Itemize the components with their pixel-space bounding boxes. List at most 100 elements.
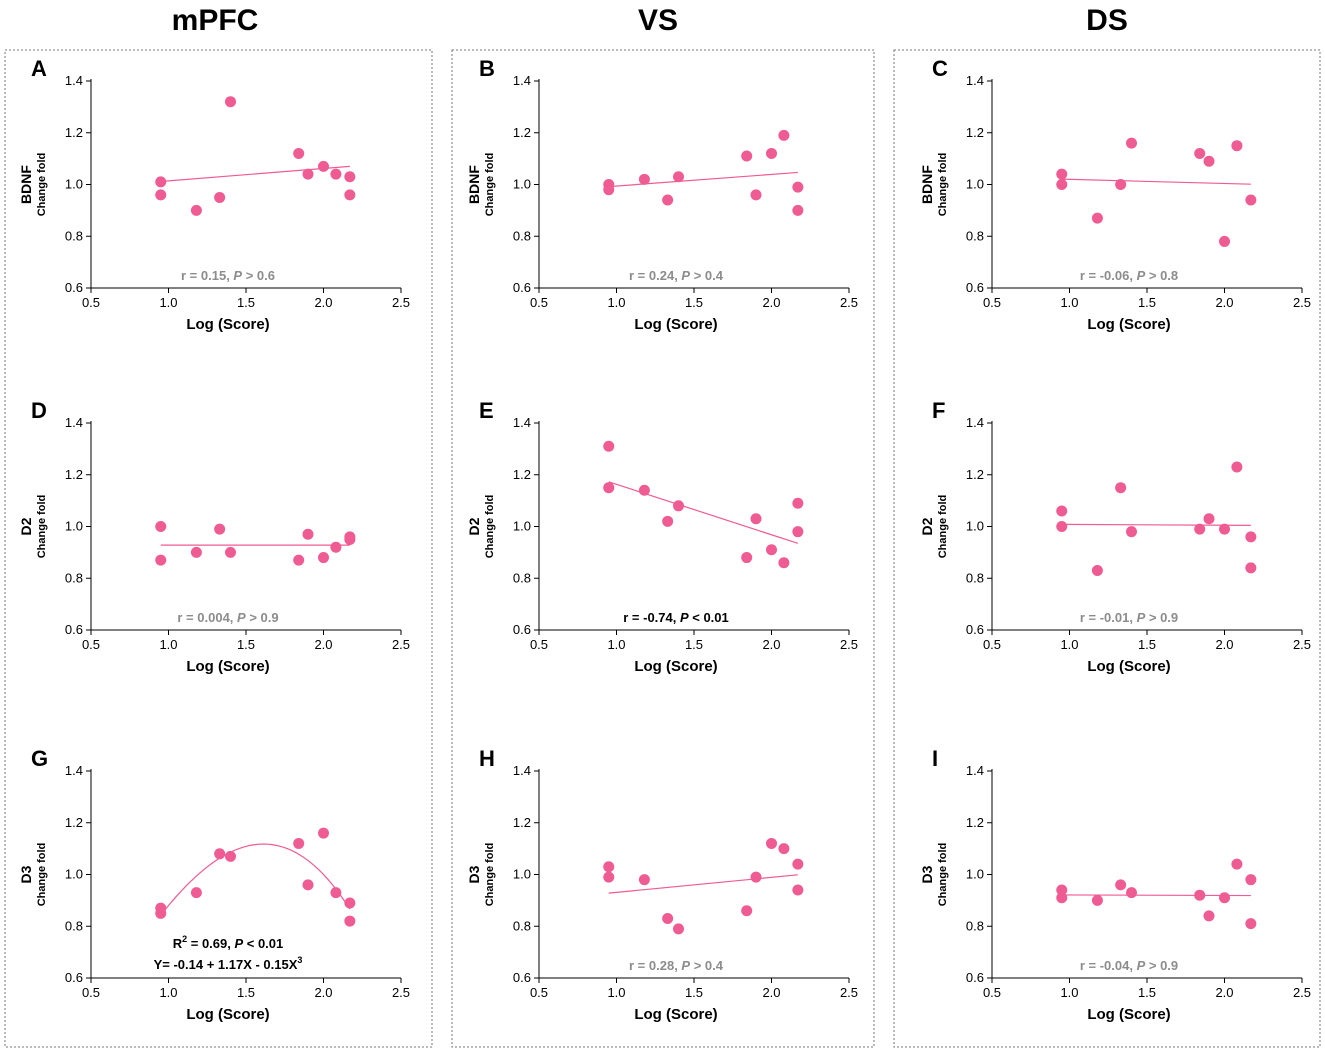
stat-correlation: r = -0.01, P > 0.9 (1080, 610, 1178, 625)
y-axis-label-gene: BDNF (18, 165, 34, 204)
x-tick-label: 0.5 (82, 637, 100, 652)
column-title-mpfc: mPFC (172, 4, 259, 37)
x-axis-label: Log (Score) (186, 1006, 269, 1023)
x-tick-label: 0.5 (82, 985, 100, 1000)
x-tick-label: 2.5 (840, 295, 858, 310)
panel-letter: E (479, 398, 494, 423)
data-point (155, 176, 167, 188)
data-point (1056, 892, 1068, 904)
data-point (792, 526, 804, 538)
data-point (673, 923, 684, 935)
x-tick-label: 2.5 (392, 637, 410, 652)
stat-correlation: r = 0.004, P > 0.9 (177, 610, 278, 625)
x-tick-label: 2.5 (840, 637, 858, 652)
panel-letter: I (932, 746, 938, 771)
fit-curve (160, 843, 351, 916)
data-point (1219, 892, 1230, 904)
data-point (1203, 910, 1215, 922)
data-point (792, 858, 804, 870)
panel-g: G 0.5 1.0 1.5 2.0 2.5 0.6 0.8 1.0 1.2 1.4 Log (Scor… (18, 746, 410, 1023)
x-axis-label: Log (Score) (634, 1006, 717, 1023)
x-axis-label: Log (Score) (1087, 1006, 1170, 1023)
data-point (225, 96, 236, 108)
data-point (638, 874, 650, 886)
x-axis-label: Log (Score) (186, 316, 269, 333)
data-point (1091, 894, 1103, 906)
x-tick-label: 1.5 (685, 637, 703, 652)
x-tick-label: 2.0 (314, 295, 332, 310)
fit-line (608, 874, 798, 894)
y-tick-label: 1.0 (65, 177, 83, 192)
panels: A 0.5 1.0 1.5 2.0 2.5 0.6 0.8 1.0 1.2 1.4 Log (Scor… (18, 56, 1311, 1023)
y-tick-label: 0.8 (966, 918, 984, 933)
data-point (741, 150, 753, 162)
data-point (1203, 155, 1215, 167)
x-axis-label: Log (Score) (1087, 316, 1170, 333)
x-tick-label: 2.5 (392, 985, 410, 1000)
data-point (1245, 531, 1257, 543)
y-tick-label: 1.0 (513, 519, 531, 534)
fit-line (1061, 523, 1251, 526)
y-tick-label: 0.6 (513, 970, 531, 985)
data-point (225, 546, 236, 558)
data-point (792, 884, 804, 896)
data-point (1115, 482, 1127, 494)
data-point (741, 552, 753, 564)
panel-letter: C (932, 56, 948, 81)
data-point (1056, 505, 1068, 517)
data-point (1056, 168, 1068, 180)
column-box-ds (893, 49, 1321, 1048)
data-point (1245, 562, 1257, 574)
data-point (293, 147, 305, 159)
x-tick-label: 2.0 (314, 985, 332, 1000)
data-point (1091, 564, 1103, 576)
y-tick-label: 1.4 (966, 763, 984, 778)
panel-letter: F (932, 398, 945, 423)
data-point (662, 194, 674, 206)
x-tick-label: 0.5 (530, 295, 548, 310)
x-tick-label: 2.0 (1215, 295, 1233, 310)
data-point (1194, 147, 1206, 159)
panel-f: F 0.5 1.0 1.5 2.0 2.5 0.6 0.8 1.0 1.2 1.4 Log (Scor… (919, 398, 1311, 675)
stat-correlation: r = 0.28, P > 0.4 (629, 958, 724, 973)
y-tick-label: 1.4 (65, 73, 83, 88)
column-box-vs (451, 49, 875, 1048)
x-tick-label: 2.0 (762, 985, 780, 1000)
panel-letter: B (479, 56, 495, 81)
fit-line (608, 481, 799, 544)
panel-i: I 0.5 1.0 1.5 2.0 2.5 0.6 0.8 1.0 1.2 1.4 Log (Scor… (919, 746, 1311, 1023)
data-point (766, 544, 777, 556)
y-tick-label: 1.2 (966, 125, 984, 140)
data-point (190, 887, 202, 899)
data-point (190, 546, 202, 558)
data-point (318, 160, 329, 172)
y-tick-label: 1.4 (513, 73, 531, 88)
fit-line (1061, 894, 1251, 897)
y-tick-label: 1.2 (65, 467, 83, 482)
data-point (673, 500, 684, 512)
data-point (302, 528, 314, 540)
x-axis-label: Log (Score) (1087, 658, 1170, 675)
y-tick-label: 1.4 (65, 763, 83, 778)
y-tick-label: 1.0 (65, 519, 83, 534)
fit-line (1061, 178, 1251, 185)
x-tick-label: 0.5 (983, 637, 1001, 652)
y-axis-label-gene: BDNF (919, 165, 935, 204)
y-tick-label: 0.6 (65, 622, 83, 637)
y-tick-label: 1.0 (966, 867, 984, 882)
y-tick-label: 1.0 (65, 867, 83, 882)
x-tick-label: 2.5 (840, 985, 858, 1000)
y-tick-label: 1.4 (513, 763, 531, 778)
stat-correlation: r = -0.06, P > 0.8 (1080, 268, 1178, 283)
x-axis-label: Log (Score) (634, 658, 717, 675)
x-tick-label: 1.0 (607, 985, 625, 1000)
panel-letter: H (479, 746, 495, 771)
y-axis-label-sub: Change fold (484, 495, 496, 559)
panel-h: H 0.5 1.0 1.5 2.0 2.5 0.6 0.8 1.0 1.2 1.4 Log (Scor… (466, 746, 858, 1023)
data-point (638, 173, 650, 185)
y-tick-label: 0.6 (966, 622, 984, 637)
data-point (330, 168, 342, 180)
panel-d: D 0.5 1.0 1.5 2.0 2.5 0.6 0.8 1.0 1.2 1.4 Log (Scor… (18, 398, 410, 675)
x-tick-label: 2.5 (392, 295, 410, 310)
y-tick-label: 1.2 (966, 815, 984, 830)
